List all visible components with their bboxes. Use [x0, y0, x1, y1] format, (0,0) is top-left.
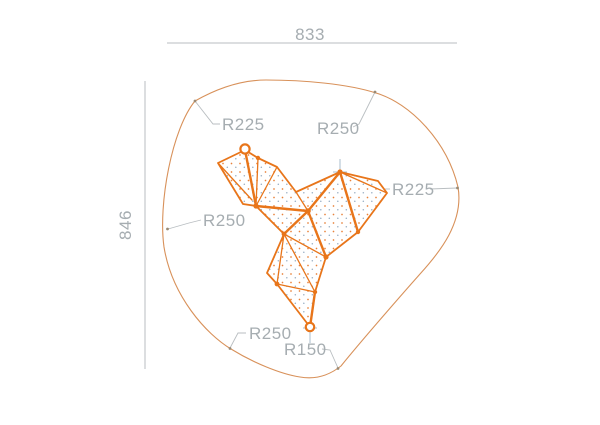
leader-dot-top-left	[193, 99, 197, 103]
height-dimension: 846	[116, 81, 146, 369]
leader-left	[167, 219, 202, 230]
leader-bottom-left	[229, 332, 246, 349]
radius-callout-right: R225	[392, 180, 435, 199]
mesh-edge	[276, 283, 316, 293]
joint-node	[355, 229, 361, 235]
radius-callout-bottom: R150	[284, 340, 327, 359]
mesh-edge	[255, 166, 278, 207]
leader-right	[429, 187, 458, 190]
leader-dot-bottom	[336, 367, 340, 370]
mesh-edge	[338, 170, 360, 234]
leader-endpoint-dots	[166, 90, 459, 370]
leader-dot-left	[166, 227, 169, 231]
width-dimension-label: 833	[295, 25, 325, 44]
joint-node	[323, 254, 329, 260]
joint-node	[305, 208, 311, 214]
mesh-edge	[295, 191, 309, 212]
anchor-marker-icon	[304, 321, 316, 333]
leader-dot-right	[456, 186, 459, 190]
mesh-edge	[339, 171, 388, 194]
leader-top-left	[194, 100, 220, 125]
joint-node	[337, 169, 343, 175]
radius-callout-top-left: R225	[222, 115, 265, 134]
mesh-edge	[306, 170, 342, 213]
leader-bottom	[321, 348, 339, 369]
pole-marker-icon	[239, 143, 251, 155]
radius-callout-top-right: R250	[317, 119, 360, 138]
boundary-outline-path	[162, 79, 460, 379]
width-dimension: 833	[167, 25, 457, 44]
mesh-edge	[308, 290, 317, 329]
mesh-edge	[306, 209, 328, 259]
mesh-edge	[282, 209, 310, 236]
mesh-edge	[276, 233, 285, 285]
height-dimension-label: 846	[116, 210, 135, 240]
mesh-edge	[254, 204, 310, 213]
mesh-edge	[283, 233, 327, 258]
radius-callout-bottom-left: R250	[249, 324, 292, 343]
safety-zone-boundary	[162, 79, 460, 379]
mesh-edge	[255, 157, 259, 207]
joint-node	[255, 155, 261, 161]
leader-dot-bottom-left	[228, 347, 232, 350]
mesh-outline-path	[217, 149, 388, 328]
radius-callout-left: R250	[203, 211, 246, 230]
mesh-edge	[217, 162, 253, 201]
mesh-edge	[243, 148, 258, 208]
leader-top-right	[352, 91, 376, 128]
mesh-joint-nodes	[253, 155, 361, 295]
mesh-secondary-edges	[217, 157, 388, 293]
joint-node	[253, 203, 259, 209]
mesh-main-edges	[243, 148, 360, 329]
mesh-edge	[283, 233, 316, 293]
joint-node	[274, 281, 280, 287]
climbing-structure	[217, 143, 388, 333]
joint-node	[281, 231, 287, 237]
leader-dot-top-right	[373, 90, 377, 94]
joint-node	[312, 289, 318, 295]
